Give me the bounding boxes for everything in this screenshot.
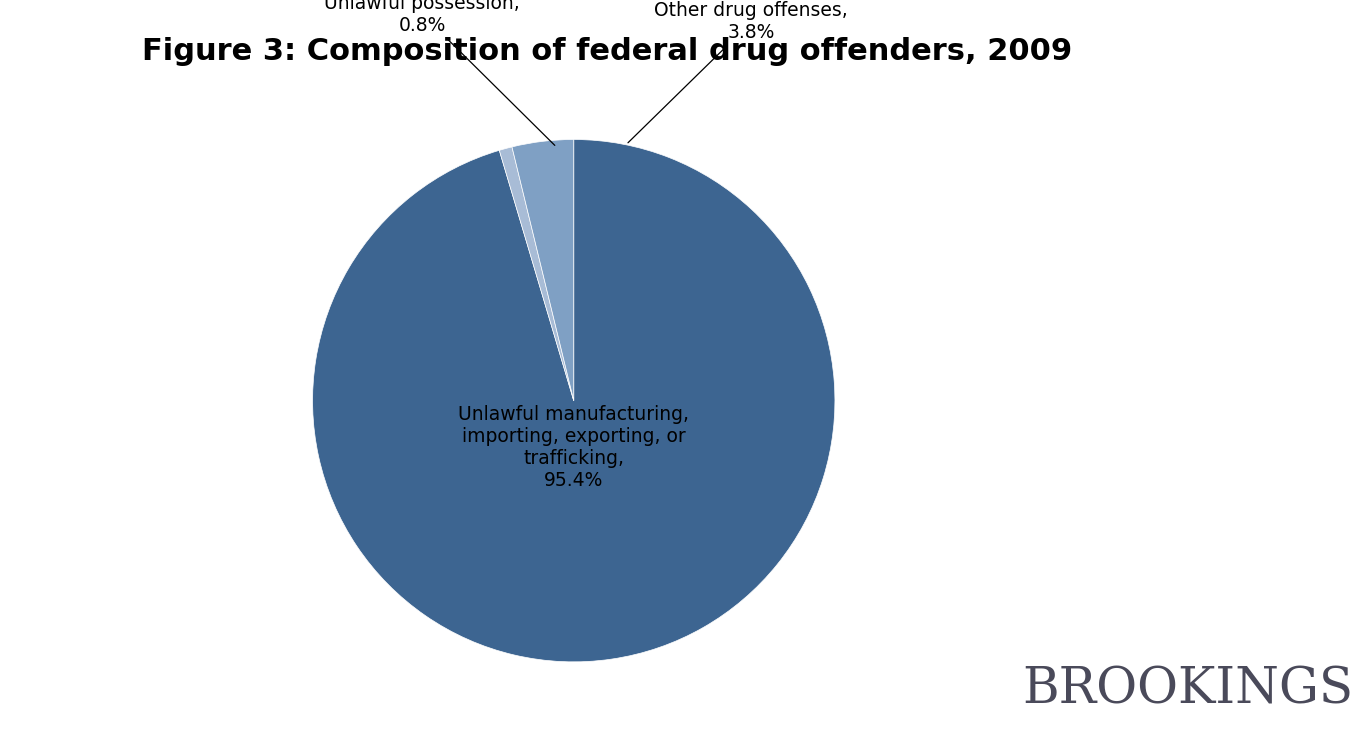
- Text: Unlawful possession,
0.8%: Unlawful possession, 0.8%: [324, 0, 555, 145]
- Wedge shape: [500, 147, 574, 401]
- Wedge shape: [512, 139, 574, 401]
- Wedge shape: [313, 139, 834, 662]
- Text: Other drug offenses,
3.8%: Other drug offenses, 3.8%: [628, 1, 848, 142]
- Text: Unlawful manufacturing,
importing, exporting, or
trafficking,
95.4%: Unlawful manufacturing, importing, expor…: [458, 405, 690, 490]
- Text: BROOKINGS: BROOKINGS: [1022, 666, 1350, 715]
- Text: Figure 3: Composition of federal drug offenders, 2009: Figure 3: Composition of federal drug of…: [142, 37, 1073, 66]
